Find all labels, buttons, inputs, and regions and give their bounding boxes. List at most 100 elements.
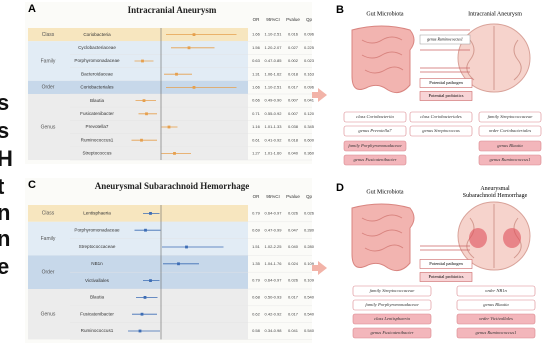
group-name: Genus bbox=[41, 124, 56, 130]
taxon-box-text: genus Blautia bbox=[497, 143, 523, 148]
column-header: Pvalue bbox=[286, 17, 300, 22]
group-name: Genus bbox=[41, 312, 56, 318]
cell: 0.47-0.85 bbox=[265, 58, 283, 63]
side-text: n bbox=[0, 226, 10, 251]
panel-label: B bbox=[336, 4, 344, 16]
group-name: Family bbox=[41, 58, 56, 64]
taxon: Bacteroidaceae bbox=[81, 71, 113, 76]
taxon-box-text: family Porphyromonadaceae bbox=[365, 302, 418, 307]
or-point bbox=[193, 33, 196, 36]
cell: 1.20-2.07 bbox=[265, 45, 283, 50]
legend-text: Potential pathogen bbox=[429, 80, 463, 85]
cell: 1.51 bbox=[252, 244, 261, 249]
or-point bbox=[141, 60, 144, 63]
cell: 0.017 bbox=[288, 294, 299, 299]
column-header: 95%CI bbox=[266, 17, 280, 22]
taxon: Ruminococcus1 bbox=[81, 328, 114, 333]
cell: 1.01-1.60 bbox=[265, 150, 283, 155]
left-title: Gut Microbiota bbox=[366, 189, 403, 195]
legend-text: Potential pathogen bbox=[429, 261, 463, 266]
intestine bbox=[352, 204, 414, 271]
group-name: Order bbox=[42, 85, 55, 91]
figure: ssHtnneAIntracranial AneurysmOR95%CIPval… bbox=[0, 0, 548, 343]
or-point bbox=[145, 112, 148, 115]
cell: 0.62 bbox=[252, 311, 261, 316]
or-point bbox=[139, 330, 142, 333]
taxon-box-text: order NB1n bbox=[485, 288, 507, 293]
cell: 0.016 bbox=[288, 32, 299, 37]
taxon: Fusicatenibacter bbox=[80, 111, 114, 116]
taxon: Lentisphaeria bbox=[83, 211, 111, 216]
cell: 0.041 bbox=[288, 328, 299, 333]
taxon: Cyclobacteriaceae bbox=[78, 45, 116, 50]
or-point bbox=[188, 46, 191, 49]
cell: 1.04-1.76 bbox=[265, 261, 283, 266]
side-text: s bbox=[0, 118, 9, 143]
cell: 0.79 bbox=[252, 278, 261, 283]
cell: 1.27 bbox=[252, 150, 261, 155]
column-header: Qp bbox=[306, 17, 313, 22]
taxon-box-text: genus Blautia bbox=[483, 302, 509, 307]
group-name: Class bbox=[42, 32, 55, 38]
lesion bbox=[469, 228, 487, 248]
cell: 0.540 bbox=[304, 311, 315, 316]
group-name: Class bbox=[42, 211, 55, 217]
cell: 0.280 bbox=[304, 227, 315, 232]
taxon-box-text: family Streptococcaceae bbox=[488, 114, 533, 119]
cell: 0.024 bbox=[288, 261, 299, 266]
taxon-box-text: genus Prevotella7 bbox=[358, 128, 392, 133]
cell: 0.50-0.93 bbox=[265, 294, 283, 299]
taxon-box-text: genus Streptococcus bbox=[422, 128, 460, 133]
cell: 0.040 bbox=[288, 244, 299, 249]
taxon: Coriobacteriales bbox=[80, 85, 114, 90]
cell: 1.10-2.51 bbox=[265, 84, 283, 89]
cell: 1.10-2.51 bbox=[265, 32, 283, 37]
cell: 0.027 bbox=[288, 45, 299, 50]
group-band bbox=[28, 205, 248, 222]
taxon-box-text: order Victivallales bbox=[479, 316, 513, 321]
cell: 0.096 bbox=[304, 84, 315, 89]
cell: 0.026 bbox=[288, 278, 299, 283]
side-text: e bbox=[0, 254, 9, 279]
right-title: Subarachnoid Hemorrhage bbox=[463, 193, 528, 199]
cell: 1.66 bbox=[252, 32, 261, 37]
or-point bbox=[168, 126, 171, 129]
taxon: Porphyromonadaceae bbox=[74, 227, 120, 232]
group-band bbox=[28, 94, 248, 160]
legend-text: Potential probiotics bbox=[428, 93, 463, 98]
cell: 0.64-0.97 bbox=[265, 278, 283, 283]
column-header: Pvalue bbox=[286, 194, 300, 199]
or-point bbox=[149, 279, 152, 282]
cell: 0.026 bbox=[288, 210, 299, 215]
left-title: Gut Microbiota bbox=[366, 11, 403, 17]
cell: 0.002 bbox=[288, 58, 299, 63]
taxon-box-text: order Coriobacteriales bbox=[489, 128, 532, 133]
taxon-box-text: genus Ruminococcus1 bbox=[476, 330, 517, 335]
cell: 0.600 bbox=[304, 137, 315, 142]
cell: 0.540 bbox=[304, 328, 315, 333]
or-point bbox=[141, 313, 144, 316]
cell: 0.007 bbox=[288, 111, 299, 116]
cell: 0.280 bbox=[304, 244, 315, 249]
cell: 0.34-0.98 bbox=[265, 328, 283, 333]
cell: 0.61 bbox=[252, 137, 261, 142]
cell: 0.017 bbox=[288, 311, 299, 316]
taxon: Streptococcaceae bbox=[79, 244, 116, 249]
cell: 1.31 bbox=[252, 71, 261, 76]
right-title: Intracranial Aneurysm bbox=[468, 11, 522, 17]
cell: 0.71 bbox=[252, 111, 261, 116]
or-point bbox=[175, 73, 178, 76]
cell: 0.040 bbox=[288, 150, 299, 155]
side-text: t bbox=[0, 174, 5, 199]
cell: 0.55-0.92 bbox=[265, 111, 283, 116]
cell: 0.018 bbox=[288, 137, 299, 142]
cell: 0.69 bbox=[252, 227, 261, 232]
or-point bbox=[144, 296, 147, 299]
cell: 0.540 bbox=[304, 294, 315, 299]
taxon: Streptococcus bbox=[82, 151, 112, 156]
cell: 1.01-1.33 bbox=[265, 124, 283, 129]
cell: 0.345 bbox=[304, 124, 315, 129]
cell: 1.56 bbox=[252, 45, 261, 50]
cell: 1.35 bbox=[252, 261, 261, 266]
taxon-box-text: class Lentisphaeria bbox=[374, 316, 411, 321]
